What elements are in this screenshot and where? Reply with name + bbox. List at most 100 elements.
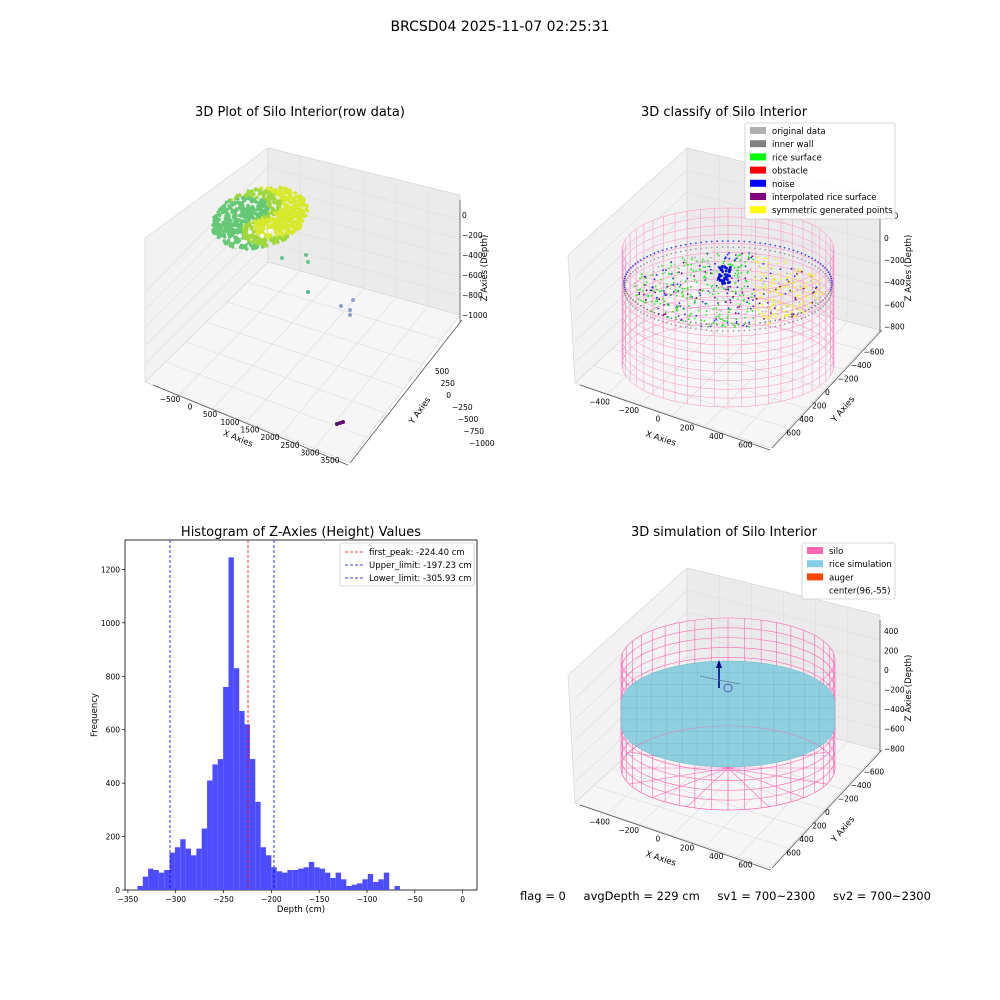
data-point [641, 273, 643, 275]
data-point [811, 312, 813, 315]
y-axis-line [771, 749, 883, 869]
z-tick-label: 0 [884, 234, 889, 243]
data-point [712, 269, 715, 272]
data-point [810, 275, 812, 277]
data-point [224, 218, 228, 222]
data-point [666, 322, 668, 324]
data-point [722, 260, 725, 263]
data-point [724, 325, 727, 328]
data-point [741, 287, 743, 290]
data-point [821, 291, 824, 293]
data-point [770, 291, 772, 294]
data-point [754, 277, 757, 280]
sv1-value: sv1 = 700~2300 [717, 889, 816, 903]
data-point [247, 238, 251, 243]
data-point [672, 277, 674, 280]
data-point [273, 188, 278, 192]
data-point [805, 305, 808, 307]
histogram-bar [346, 885, 352, 890]
data-point [297, 219, 302, 223]
data-point [676, 283, 679, 286]
data-point [283, 216, 288, 220]
data-point [769, 285, 772, 287]
data-point [751, 255, 754, 258]
data-point [737, 298, 740, 300]
data-point [257, 188, 261, 192]
data-point [751, 309, 754, 312]
legend-swatch [750, 166, 766, 174]
x-axis-line [579, 804, 771, 871]
data-point [778, 319, 780, 322]
data-point [653, 303, 656, 305]
data-point [674, 289, 677, 292]
data-point [265, 186, 270, 191]
data-point [723, 281, 727, 285]
data-point [700, 323, 703, 326]
data-point [698, 268, 701, 271]
data-point [815, 301, 817, 304]
data-point [726, 320, 729, 323]
histogram-bar [265, 855, 272, 890]
data-point [767, 298, 770, 301]
data-point [670, 283, 673, 286]
data-point [738, 240, 740, 243]
data-point [764, 327, 767, 330]
data-point [738, 260, 741, 263]
data-point [734, 290, 737, 293]
x-tick-label: 200 [680, 843, 695, 852]
data-point [291, 196, 296, 201]
data-point [726, 253, 729, 256]
data-point [695, 297, 698, 299]
data-point [723, 320, 726, 322]
data-point [646, 314, 648, 317]
data-point [670, 264, 673, 267]
data-point [814, 259, 817, 261]
data-point [687, 318, 690, 321]
data-point [679, 244, 682, 247]
data-point [274, 219, 279, 224]
data-point [684, 249, 687, 252]
legend-label: auger [829, 573, 854, 583]
data-point [828, 296, 831, 299]
data-point [681, 292, 683, 295]
histogram-bar [191, 855, 197, 890]
data-point [786, 272, 788, 275]
data-point [675, 324, 677, 327]
chart-title: Histogram of Z-Axies (Height) Values [181, 525, 421, 540]
data-point [657, 307, 660, 310]
data-point [829, 294, 832, 297]
data-point [291, 230, 296, 234]
data-point [247, 233, 251, 237]
data-point [228, 243, 232, 248]
data-point [656, 288, 658, 291]
data-point [688, 304, 690, 307]
data-point [646, 308, 649, 311]
data-point [699, 294, 702, 297]
data-point [245, 213, 250, 218]
data-point [258, 211, 263, 215]
data-point [224, 200, 229, 205]
data-point [241, 239, 247, 245]
histogram-bar [158, 872, 165, 890]
data-point [785, 315, 788, 317]
data-point [812, 278, 815, 281]
data-point [628, 295, 630, 297]
data-point [831, 286, 833, 288]
data-point [798, 301, 801, 303]
data-point [661, 264, 663, 267]
data-point [774, 278, 777, 281]
histogram-bar [373, 881, 379, 890]
data-point [262, 215, 267, 219]
data-point [293, 191, 298, 195]
y-tick-label: −600 [864, 768, 885, 777]
data-point [741, 252, 744, 255]
x-tick-label: −150 [309, 895, 330, 904]
data-point [731, 290, 734, 293]
data-point [723, 264, 725, 266]
data-point [670, 273, 673, 275]
data-point [720, 309, 722, 312]
data-point [638, 293, 641, 296]
data-point [717, 302, 719, 304]
data-point [277, 211, 281, 216]
data-point [637, 261, 639, 263]
